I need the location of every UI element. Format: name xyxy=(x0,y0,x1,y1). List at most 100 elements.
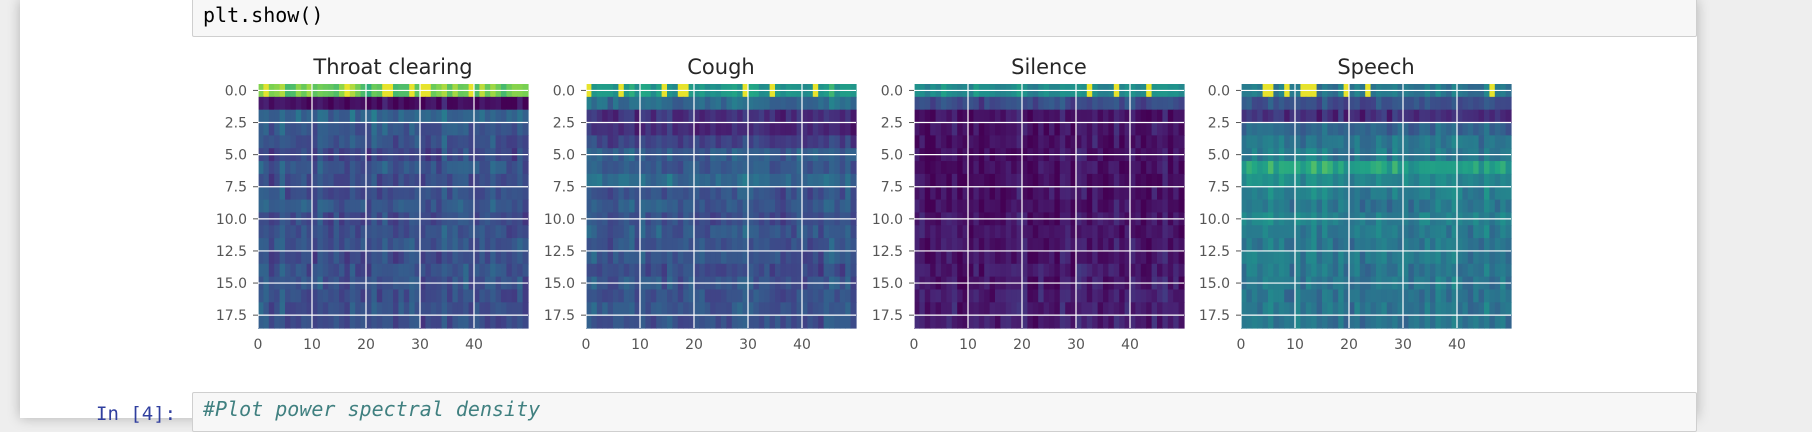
heatmap-cell xyxy=(1365,315,1372,329)
heatmap-cell xyxy=(1038,109,1045,124)
heatmap-cell xyxy=(978,289,985,303)
heatmap-cell xyxy=(914,173,920,188)
heatmap-cell xyxy=(634,263,641,278)
heatmap-cell xyxy=(1005,238,1012,252)
heatmap-cell xyxy=(699,225,706,239)
heatmap-cell xyxy=(1349,250,1355,265)
heatmap-cell xyxy=(490,263,497,278)
heatmap-cell xyxy=(355,161,362,175)
heatmap-cell xyxy=(1473,109,1480,124)
heatmap-cell xyxy=(1419,122,1426,136)
heatmap-cell xyxy=(1386,263,1393,278)
heatmap-cell xyxy=(425,238,432,252)
heatmap-cell xyxy=(1343,238,1350,252)
heatmap-cell xyxy=(1130,302,1136,316)
heatmap-cell xyxy=(995,199,1001,214)
heatmap-cell xyxy=(1262,263,1269,278)
heatmap-cell xyxy=(1103,199,1109,214)
heatmap-cell xyxy=(802,250,808,265)
heatmap-cell xyxy=(1119,315,1126,329)
heatmap-cell xyxy=(349,250,356,265)
heatmap-cell xyxy=(1005,135,1012,149)
heatmap-cell xyxy=(301,173,308,188)
heatmap-cell xyxy=(672,289,679,303)
heatmap-cell xyxy=(1273,109,1280,124)
heatmap-cell xyxy=(349,302,356,316)
heatmap-cell xyxy=(1076,289,1082,303)
heatmap-cell xyxy=(409,122,416,136)
heatmap-cell xyxy=(285,161,291,175)
heatmap-cell xyxy=(1097,225,1104,239)
heatmap-cell xyxy=(1022,315,1028,329)
heatmap-cell xyxy=(495,109,502,124)
heatmap-cell xyxy=(930,96,937,111)
heatmap-cell xyxy=(387,161,394,175)
heatmap-cell xyxy=(1178,263,1185,278)
heatmap-cell xyxy=(715,96,722,111)
heatmap-cell xyxy=(602,315,609,329)
heatmap-cell xyxy=(586,173,592,188)
heatmap-cell xyxy=(1370,109,1377,124)
next-code-cell[interactable]: #Plot power spectral density xyxy=(192,392,1697,432)
heatmap-cell xyxy=(393,315,399,329)
heatmap-cell xyxy=(1440,250,1447,265)
heatmap-cell xyxy=(1316,173,1323,188)
heatmap-cell xyxy=(1381,122,1388,136)
heatmap-cell xyxy=(522,199,529,214)
heatmap-cell xyxy=(274,225,281,239)
heatmap-cell xyxy=(919,173,926,188)
heatmap-cell xyxy=(274,289,281,303)
heatmap-cell xyxy=(484,173,491,188)
heatmap-cell xyxy=(355,302,362,316)
heatmap-cell xyxy=(1403,122,1409,136)
heatmap-cell xyxy=(791,315,798,329)
heatmap-cell xyxy=(1376,315,1382,329)
heatmap-cell xyxy=(737,109,744,124)
heatmap-cell xyxy=(962,96,969,111)
heatmap-cell xyxy=(441,289,448,303)
heatmap-cell xyxy=(951,135,958,149)
heatmap-cell xyxy=(371,96,378,111)
heatmap-cell xyxy=(1054,173,1061,188)
heatmap-cell xyxy=(1457,315,1463,329)
heatmap-cell xyxy=(672,96,679,111)
heatmap-cell xyxy=(506,135,513,149)
heatmap-cell xyxy=(1146,161,1153,175)
heatmap-cell xyxy=(699,238,706,252)
heatmap-cell xyxy=(420,315,426,329)
heatmap-cell xyxy=(1473,315,1480,329)
heatmap-cell xyxy=(328,135,335,149)
heatmap-cell xyxy=(1108,96,1115,111)
heatmap-cell xyxy=(1065,199,1072,214)
heatmap-cell xyxy=(474,109,480,124)
heatmap-cell xyxy=(452,315,459,329)
heatmap-cell xyxy=(441,250,448,265)
heatmap-cell xyxy=(1397,238,1404,252)
heatmap-cell xyxy=(951,302,958,316)
heatmap-cell xyxy=(1162,263,1169,278)
heatmap-cell xyxy=(279,302,286,316)
heatmap-cell xyxy=(1108,173,1115,188)
heatmap-cell xyxy=(946,186,953,201)
panel-title: Throat clearing xyxy=(312,55,472,79)
heatmap-cell xyxy=(1054,186,1061,201)
y-tick-label: 10.0 xyxy=(544,212,575,228)
heatmap-cell xyxy=(1305,161,1312,175)
heatmap-cell xyxy=(398,250,405,265)
heatmap-cell xyxy=(1462,289,1469,303)
heatmap-cell xyxy=(694,122,700,136)
heatmap-cell xyxy=(301,199,308,214)
heatmap-cell xyxy=(1167,250,1174,265)
y-tick-label: 2.5 xyxy=(881,116,903,132)
heatmap-cell xyxy=(1343,199,1350,214)
heatmap-cell xyxy=(333,289,340,303)
heatmap-cell xyxy=(796,173,803,188)
heatmap-cell xyxy=(1284,225,1291,239)
heatmap-cell xyxy=(420,238,426,252)
heatmap-cell xyxy=(1032,173,1039,188)
heatmap-cell xyxy=(1311,109,1318,124)
heatmap-cell xyxy=(398,315,405,329)
heatmap-cell xyxy=(924,238,931,252)
heatmap-cell xyxy=(1435,109,1442,124)
previous-code-cell[interactable]: plt.show() xyxy=(192,0,1697,37)
